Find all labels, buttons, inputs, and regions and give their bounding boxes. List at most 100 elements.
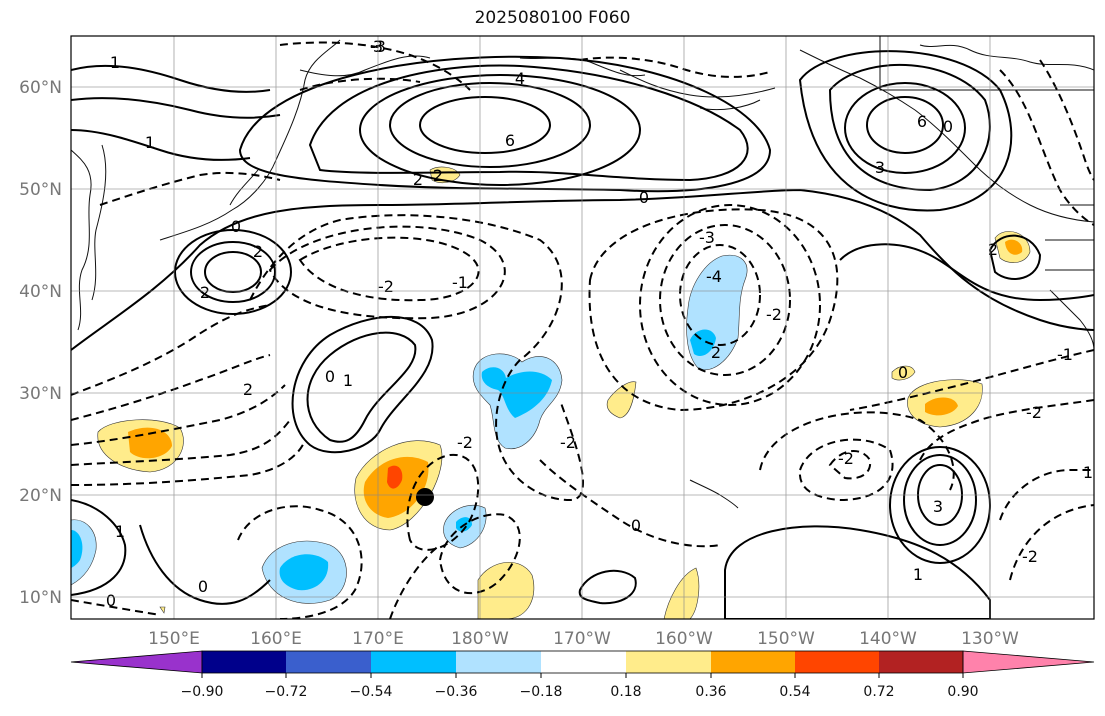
contour-negative xyxy=(999,69,1094,226)
contour-label: 1 xyxy=(145,133,155,152)
contour-negative xyxy=(999,469,1094,521)
contour-label: 6 xyxy=(505,131,515,150)
contour-positive xyxy=(308,64,749,182)
contour-label: -1 xyxy=(452,273,468,292)
storm-center-marker xyxy=(416,488,434,506)
colorbar-segment xyxy=(286,651,371,673)
lon-label: 170°E xyxy=(352,629,404,649)
contour-label: -2 xyxy=(1026,403,1042,422)
contour-negative xyxy=(71,354,271,421)
lon-label: 160°E xyxy=(250,629,302,649)
colorbar-tick-label: −0.18 xyxy=(520,684,563,700)
colorbar-tick-label: 0.90 xyxy=(947,684,978,700)
contour-label: 0 xyxy=(231,217,241,236)
contour-negative xyxy=(249,214,584,502)
contour-positive xyxy=(204,251,262,293)
colorbar-tick-label: −0.54 xyxy=(350,684,393,700)
contour-negative xyxy=(279,41,471,91)
lon-label: 180°W xyxy=(451,629,509,649)
lon-label: 160°W xyxy=(655,629,713,649)
contour-positive xyxy=(903,454,977,546)
contour-label: 2 xyxy=(711,343,721,362)
lon-label: 150°E xyxy=(148,629,200,649)
contour-positive xyxy=(988,234,1042,280)
contour-label: 0 xyxy=(198,577,208,596)
colorbar-tick-label: 0.54 xyxy=(779,684,810,700)
contour-negative xyxy=(759,411,955,491)
contour-label: 3 xyxy=(875,158,885,177)
contour-positive xyxy=(578,569,637,605)
contour-label: 0 xyxy=(325,367,335,386)
colorbar-tick-label: −0.90 xyxy=(181,684,224,700)
contour-negative xyxy=(438,513,521,594)
contour-label: 2 xyxy=(433,166,443,185)
contour-label: -2 xyxy=(378,277,394,296)
contour-label: 2 xyxy=(253,242,263,261)
lat-label: 50°N xyxy=(19,180,62,200)
contour-label: -2 xyxy=(766,305,782,324)
contour-negative xyxy=(71,419,291,466)
contour-negative xyxy=(237,505,363,619)
positive-anomaly-patch xyxy=(663,567,700,619)
contour-negative xyxy=(298,236,480,302)
contour-positive xyxy=(139,524,271,605)
colorbar-segment xyxy=(711,651,795,673)
contour-label: 2 xyxy=(988,240,998,259)
contour-positive xyxy=(174,229,292,315)
contour-label: 2 xyxy=(413,170,423,189)
positive-anomaly-patch xyxy=(891,365,916,381)
positive-anomaly-patch xyxy=(159,606,166,614)
contour-label: -2 xyxy=(838,449,854,468)
colorbar-tick-label: 0.18 xyxy=(610,684,641,700)
contour-negative xyxy=(406,453,480,551)
contour-negative xyxy=(639,204,821,406)
contour-positive xyxy=(844,82,966,174)
contour-negative xyxy=(1039,59,1094,181)
contour-negative xyxy=(798,438,894,502)
lat-label: 20°N xyxy=(19,486,62,506)
contour-positive xyxy=(389,82,591,168)
contour-negative xyxy=(828,450,872,480)
contour-label: -4 xyxy=(706,267,722,286)
plot-frame xyxy=(70,35,1095,620)
contour-positive xyxy=(71,499,127,596)
colorbar-tick-label: 0.36 xyxy=(695,684,726,700)
contour-negative xyxy=(539,459,721,548)
lon-label: 140°W xyxy=(859,629,917,649)
lon-label: 150°W xyxy=(757,629,815,649)
contour-label: 0 xyxy=(631,516,641,535)
colorbar-tick-label: 0.72 xyxy=(863,684,894,700)
contour-positive xyxy=(238,55,772,193)
map-title: 2025080100 F060 xyxy=(474,8,631,28)
contour-label: 0 xyxy=(639,188,649,207)
colorbar xyxy=(70,650,1095,674)
contour-label: 2 xyxy=(243,380,253,399)
contour-label: 1 xyxy=(1083,463,1093,482)
positive-anomaly-core xyxy=(925,397,958,416)
colorbar-segment xyxy=(879,651,963,673)
contour-positive xyxy=(828,64,991,192)
contour-positive xyxy=(419,96,551,154)
colorbar-segment xyxy=(541,651,626,673)
contour-negative xyxy=(71,439,306,486)
graticule xyxy=(71,36,1094,619)
negative-anomaly-core xyxy=(279,554,329,591)
positive-anomaly-peak xyxy=(387,465,403,489)
contour-label: 0 xyxy=(106,591,116,610)
contour-zero xyxy=(71,188,1094,351)
contour-label: 3 xyxy=(933,497,943,516)
colorbar-segment xyxy=(456,651,541,673)
contour-label: 1 xyxy=(110,53,120,72)
contour-label: 0 xyxy=(943,117,953,136)
contour-positive xyxy=(190,241,276,303)
contour-positive xyxy=(291,315,434,454)
contour-negative xyxy=(588,208,839,412)
contour-negative xyxy=(99,171,281,206)
contour-label: 0 xyxy=(898,363,908,382)
lon-label: 130°W xyxy=(961,629,1019,649)
contour-label: 1 xyxy=(913,565,923,584)
shaded-fields xyxy=(71,166,1031,619)
